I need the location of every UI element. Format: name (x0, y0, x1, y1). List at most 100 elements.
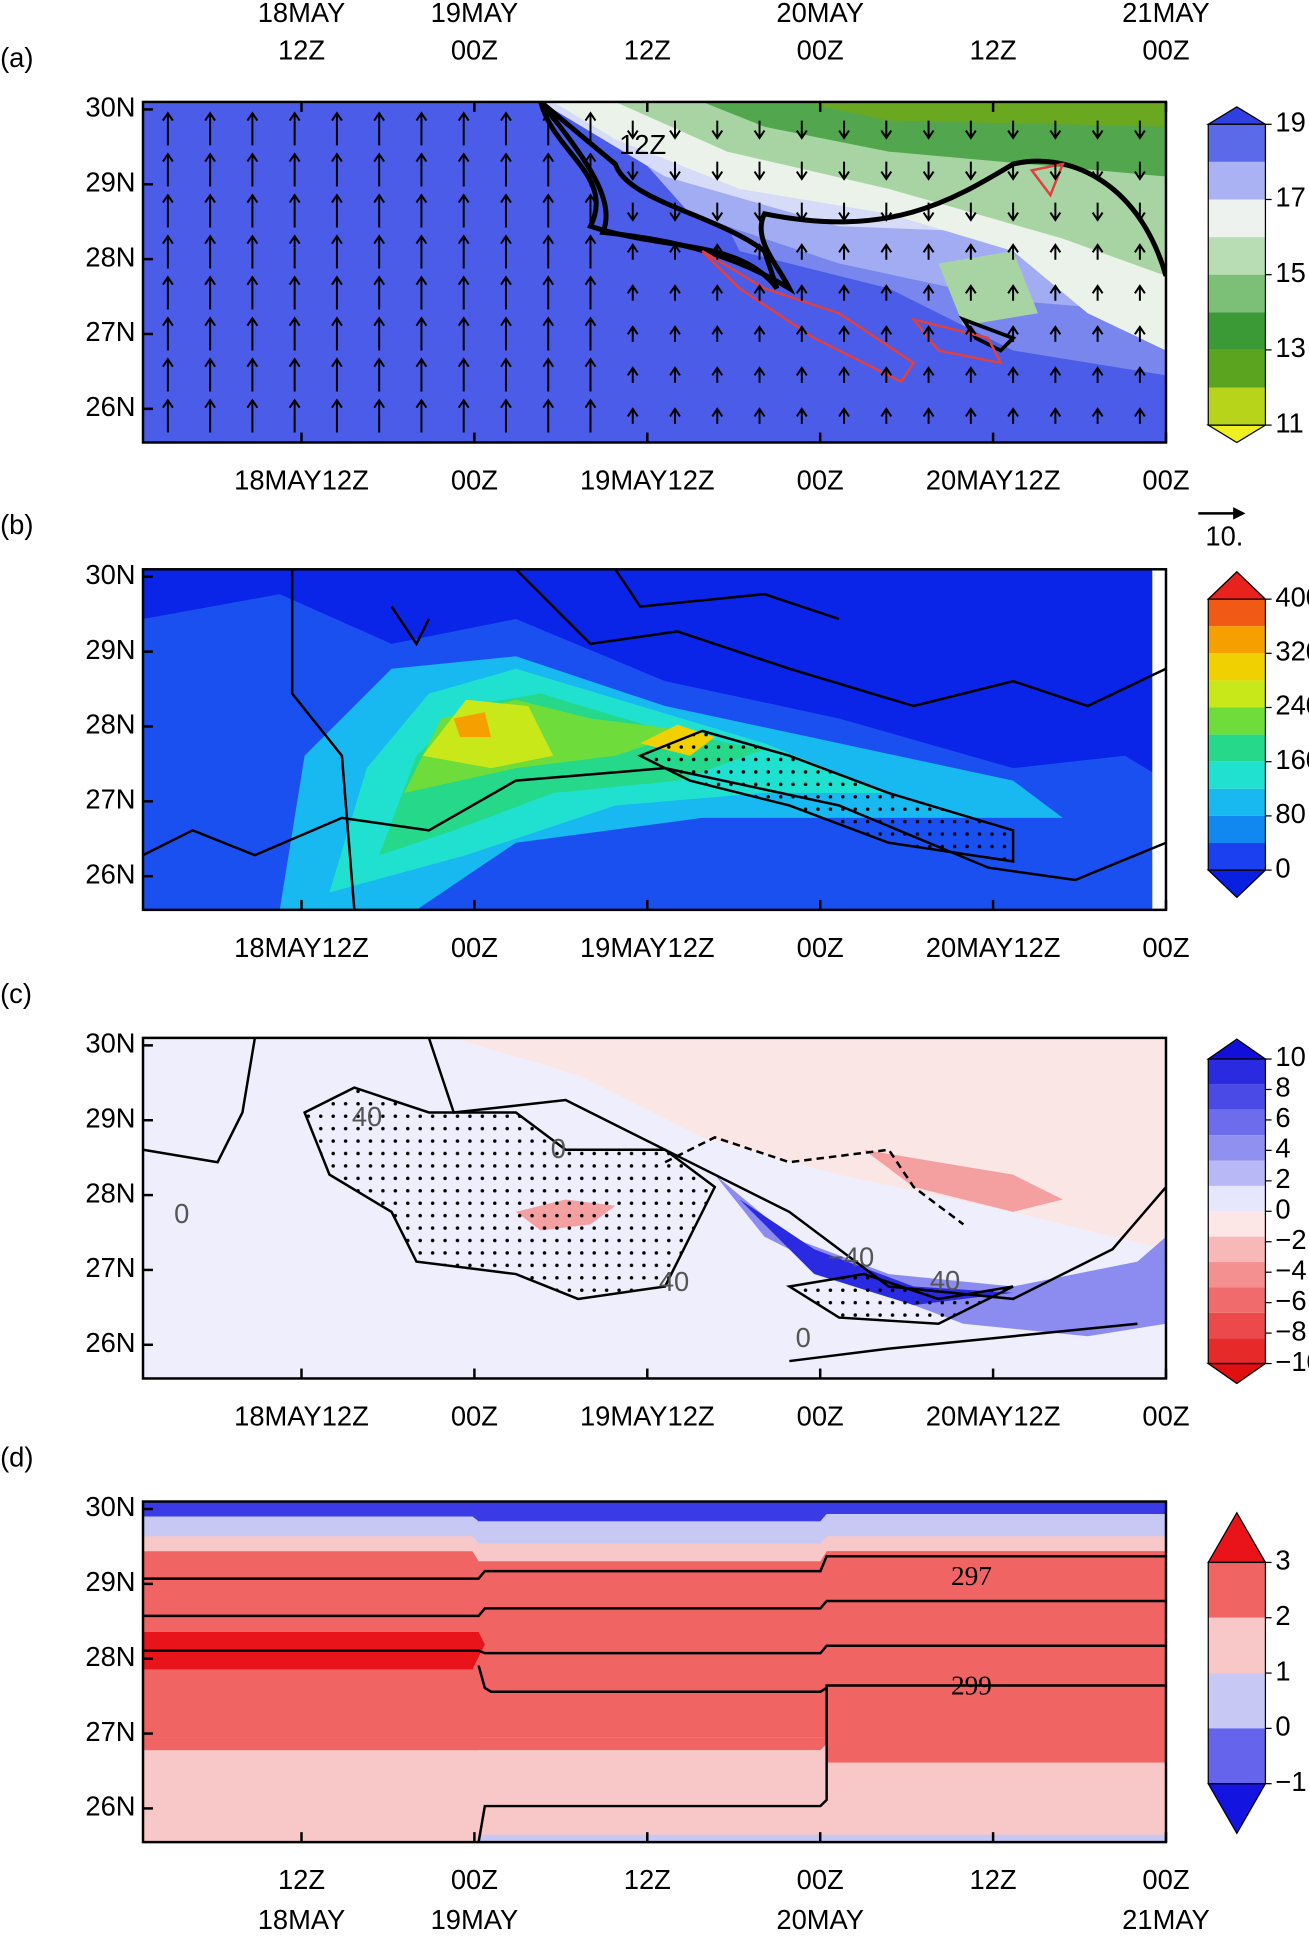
contour-label: 0 (796, 1322, 811, 1353)
wind-arrow (204, 193, 216, 228)
x-tick-label: 00Z (797, 1400, 844, 1431)
wind-arrow (838, 243, 850, 260)
wind-arrow (626, 243, 639, 260)
wind-arrow (838, 366, 850, 383)
wind-arrow (584, 234, 597, 269)
colorbar-tick-label: 11 (1275, 407, 1303, 438)
colorbar-tick-label: 0 (1275, 852, 1290, 883)
wind-arrow (1049, 243, 1062, 260)
reference-vector-head (1233, 507, 1246, 520)
wind-arrow (415, 398, 428, 433)
y-tick-label: 29N (85, 634, 135, 665)
wind-arrow (457, 357, 470, 392)
x-tick-label: 12Z (624, 1864, 671, 1895)
wind-arrow (246, 111, 259, 146)
x-tick-label: 12Z (970, 1864, 1017, 1895)
colorbar-segment (1208, 199, 1266, 238)
y-tick-label: 28N (85, 1177, 135, 1208)
field-a (143, 101, 1166, 443)
colorbar-segment (1208, 1562, 1266, 1618)
wind-arrow (965, 161, 977, 181)
colorbar-extend (1207, 1511, 1267, 1564)
wind-arrow (457, 111, 470, 146)
wind-arrow (1134, 407, 1146, 424)
colorbar-segment (1208, 1109, 1266, 1136)
y-tick-label: 27N (85, 784, 135, 815)
wind-arrow (795, 120, 808, 140)
wind-arrow (1091, 243, 1104, 260)
colorbar-tick-label: 80 (1275, 798, 1305, 829)
wind-arrow (922, 284, 935, 301)
wind-arrow (1049, 161, 1062, 181)
colorbar-segment (1208, 599, 1266, 627)
wind-arrow (1007, 161, 1019, 181)
y-tick-label: 30N (85, 92, 135, 123)
contour-label: 0 (551, 1133, 566, 1164)
x-tick-label: 19MAY12Z (580, 1400, 715, 1431)
annotation: 12Z (619, 129, 666, 160)
wind-arrow (669, 366, 681, 383)
x-tick-label: 18MAY (258, 1904, 346, 1935)
wind-arrow (1091, 407, 1104, 424)
plot-frame (141, 568, 1168, 912)
colorbar-segment (1208, 1287, 1266, 1313)
wind-arrow (415, 152, 428, 187)
colorbar-tick-label: 1 (1275, 1655, 1290, 1686)
x-tick-label: 00Z (451, 464, 498, 495)
wind-arrow (584, 193, 597, 228)
colorbar-tick-label: 6 (1275, 1102, 1290, 1133)
colorbar-extend (1206, 570, 1267, 600)
wind-arrow (922, 202, 935, 222)
wind-arrow (331, 193, 343, 228)
y-tick-label: 30N (85, 1491, 135, 1522)
colorbar-tick-label: 13 (1275, 332, 1305, 363)
wind-arrow (880, 120, 893, 140)
wind-arrow (1007, 366, 1019, 383)
colorbar-segment (1208, 1059, 1266, 1085)
wind-arrow (711, 366, 724, 383)
wind-arrow (795, 366, 808, 383)
y-tick-label: 30N (85, 559, 135, 590)
wind-arrow (626, 325, 639, 342)
colorbar-tick-label: −4 (1275, 1254, 1306, 1285)
x-tick-label: 00Z (451, 1400, 498, 1431)
wind-arrow (838, 407, 850, 424)
plot-frame (141, 1036, 1168, 1380)
wind-arrow (500, 152, 512, 187)
wind-arrow (880, 366, 893, 383)
x-tick-label: 20MAY12Z (926, 1400, 1061, 1431)
wind-arrow (669, 325, 681, 342)
colorbar-tick-label: −8 (1275, 1315, 1306, 1346)
colorbar-tick-label: 0 (1275, 1194, 1290, 1225)
wind-arrow (1134, 161, 1146, 181)
colorbar-segment (1208, 1236, 1266, 1263)
x-tick-label: 20MAY12Z (926, 932, 1061, 963)
wind-arrow (162, 275, 174, 310)
wind-arrow (288, 152, 301, 187)
wind-arrow (1049, 202, 1062, 222)
wind-arrow (669, 284, 681, 301)
wind-arrow (753, 407, 766, 424)
colorbar-extend (1206, 1038, 1268, 1060)
colorbar-segment (1208, 707, 1266, 735)
wind-arrow (542, 234, 555, 269)
wind-arrow (584, 398, 597, 433)
colorbar-segment (1208, 312, 1266, 350)
y-tick-label: 27N (85, 316, 135, 347)
wind-arrow (500, 234, 512, 269)
colorbar-tick-label: 15 (1275, 257, 1305, 288)
wind-arrow (162, 111, 174, 146)
wind-arrow (288, 234, 301, 269)
colorbar-tick-label: 17 (1275, 182, 1305, 213)
wind-arrow (753, 161, 766, 181)
colorbar-tick-label: 2 (1275, 1600, 1290, 1631)
wind-arrow (542, 275, 555, 310)
colorbar-tick-label: 8 (1275, 1072, 1290, 1103)
colorbar-extend (1206, 106, 1268, 125)
colorbar-segment (1208, 680, 1266, 708)
colorbar-segment (1208, 237, 1266, 275)
wind-arrow (1091, 161, 1104, 181)
wind-arrow (542, 398, 555, 433)
x-top-tick-label: 19MAY (431, 0, 519, 28)
x-tick-label: 18MAY12Z (234, 1400, 369, 1431)
